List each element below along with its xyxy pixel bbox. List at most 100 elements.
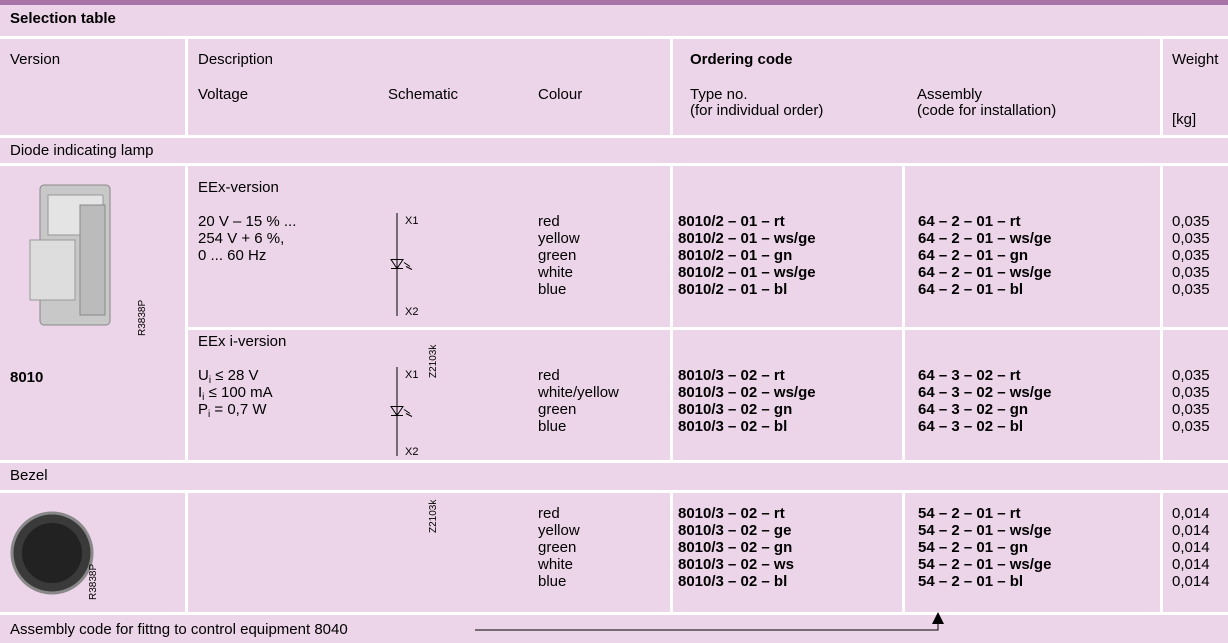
type-no: 8010/2 – 01 – ws/ge (678, 230, 816, 247)
module-image (79, 204, 106, 316)
diode-rays (403, 262, 413, 270)
cell (1163, 166, 1228, 327)
assembly: 54 – 2 – 01 – bl (918, 573, 1024, 590)
assembly: 64 – 2 – 01 – bl (918, 281, 1024, 298)
cell (905, 166, 1160, 327)
cell (188, 166, 670, 327)
version: 8010 (10, 369, 44, 386)
type-no: 8010/3 – 02 – gn (678, 539, 793, 556)
cell (0, 138, 1228, 163)
assembly: 64 – 2 – 01 – rt (918, 213, 1021, 230)
image-label: R3838P (137, 299, 148, 336)
colour: white (538, 264, 574, 281)
assembly: 54 – 2 – 01 – gn (918, 539, 1029, 556)
header-type-no: Type no. (690, 86, 748, 103)
voltage: Ii ≤ 100 mA (198, 384, 273, 403)
diode-symbol (390, 259, 404, 270)
type-no: 8010/3 – 02 – rt (678, 367, 785, 384)
schematic-label: X2 (405, 306, 419, 318)
cell (1163, 330, 1228, 460)
assembly: 64 – 2 – 01 – gn (918, 247, 1029, 264)
colour: yellow (538, 522, 580, 539)
voltage-part: U (198, 367, 209, 384)
assembly: 54 – 2 – 01 – rt (918, 505, 1021, 522)
type-no: 8010/2 – 01 – gn (678, 247, 793, 264)
weight: 0,014 (1172, 539, 1210, 556)
drawing-number: Z2103k (428, 344, 439, 378)
header-schematic: Schematic (388, 86, 459, 103)
type-no: 8010/2 – 01 – ws/ge (678, 264, 816, 281)
weight: 0,014 (1172, 573, 1210, 590)
colour: yellow (538, 230, 580, 247)
colour: green (538, 247, 577, 264)
header-weight: Weight (1172, 51, 1219, 68)
cell (0, 39, 185, 135)
voltage-part: ≤ 100 mA (204, 384, 273, 401)
voltage-part: = 0,7 W (210, 401, 267, 418)
drawing-number: Z2103k (428, 499, 439, 533)
colour: red (538, 505, 560, 522)
weight: 0,035 (1172, 264, 1210, 281)
bezel-image (22, 523, 82, 583)
cell (1163, 39, 1228, 135)
group-title: EEx i-version (198, 333, 287, 350)
cell (1163, 493, 1228, 612)
voltage-part: I (198, 384, 203, 401)
colour: blue (538, 281, 567, 298)
weight: 0,035 (1172, 213, 1210, 230)
module-image (29, 239, 76, 301)
header-type-no-note: (for individual order) (690, 102, 824, 119)
type-no: 8010/3 – 02 – rt (678, 505, 785, 522)
cell (0, 615, 1228, 643)
voltage-part: ≤ 28 V (211, 367, 259, 384)
weight: 0,035 (1172, 367, 1210, 384)
cell (188, 330, 670, 460)
section-title: Bezel (10, 467, 48, 484)
colour: white/yellow (538, 384, 619, 401)
section-title: Diode indicating lamp (10, 142, 154, 159)
weight: 0,035 (1172, 230, 1210, 247)
cell (0, 5, 1228, 36)
type-no: 8010/3 – 02 – ws (678, 556, 794, 573)
voltage-part: i (208, 375, 212, 386)
schematic-label: X2 (405, 446, 419, 458)
header-voltage: Voltage (198, 86, 249, 103)
colour: blue (538, 418, 567, 435)
image-label: R3838P (88, 563, 99, 600)
header-colour: Colour (538, 86, 583, 103)
voltage: Pi = 0,7 W (198, 401, 267, 420)
cell (188, 39, 670, 135)
type-no: 8010/3 – 02 – ws/ge (678, 384, 816, 401)
weight: 0,014 (1172, 522, 1210, 539)
table-title: Selection table (10, 10, 116, 27)
assembly: 64 – 2 – 01 – ws/ge (918, 230, 1052, 247)
cell (673, 166, 902, 327)
colour: red (538, 213, 560, 230)
header-weight-unit: [kg] (1172, 111, 1197, 128)
diode-rays (403, 409, 413, 417)
voltage: 0 ... 60 Hz (198, 247, 267, 264)
weight: 0,014 (1172, 556, 1210, 573)
assembly: 64 – 3 – 02 – ws/ge (918, 384, 1052, 401)
voltage: 254 V + 6 %, (198, 230, 285, 247)
arrow-head (932, 612, 944, 624)
weight: 0,014 (1172, 505, 1210, 522)
weight: 0,035 (1172, 418, 1210, 435)
voltage-part: i (208, 409, 211, 420)
type-no: 8010/3 – 02 – bl (678, 573, 788, 590)
weight: 0,035 (1172, 281, 1210, 298)
type-no: 8010/3 – 02 – bl (678, 418, 788, 435)
weight: 0,035 (1172, 247, 1210, 264)
cell (673, 493, 902, 612)
footer-note: Assembly code for fittng to control equi… (10, 621, 348, 638)
cell (673, 330, 902, 460)
cell (0, 463, 1228, 490)
voltage: 20 V – 15 % ... (198, 213, 297, 230)
type-no: 8010/3 – 02 – gn (678, 401, 793, 418)
header-description: Description (198, 51, 274, 68)
cell (905, 493, 1160, 612)
type-no: 8010/2 – 01 – bl (678, 281, 788, 298)
cell (905, 330, 1160, 460)
voltage: Ui ≤ 28 V (198, 367, 259, 386)
